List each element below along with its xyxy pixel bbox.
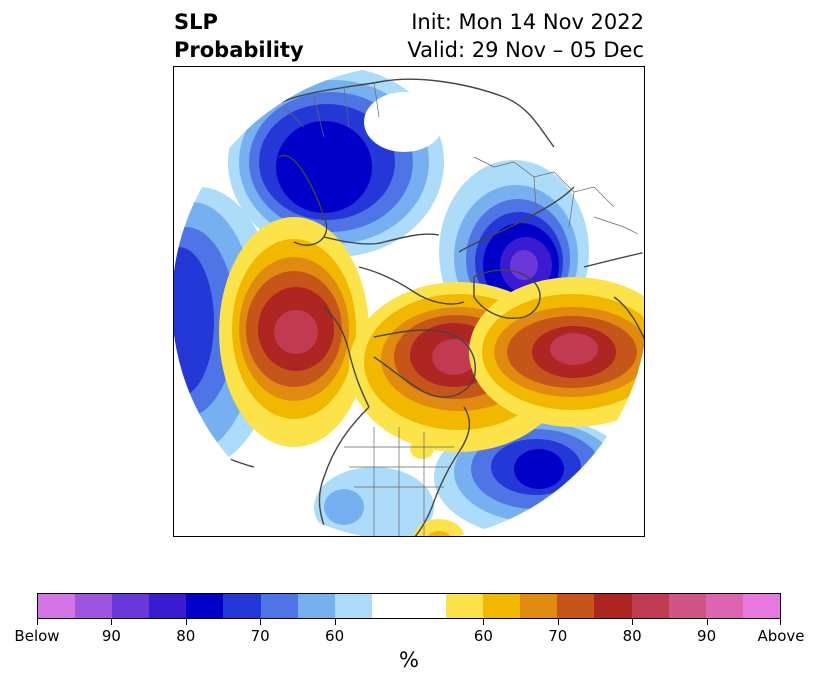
colorbar-segment [38, 594, 76, 618]
map-svg [174, 67, 644, 536]
colorbar-segment [408, 594, 447, 618]
colorbar-segment [297, 594, 335, 618]
colorbar-segment [594, 594, 632, 618]
forecast-dates: Init: Mon 14 Nov 2022 Valid: 29 Nov – 05… [407, 8, 644, 64]
colorbar-segment [668, 594, 706, 618]
colorbar-tick-label: Above [757, 627, 805, 645]
colorbar-segment [446, 594, 484, 618]
colorbar-segment [186, 594, 224, 618]
borders [283, 81, 644, 536]
colorbar-segment [260, 594, 298, 618]
colorbar-tick [334, 619, 336, 625]
colorbar-segment [334, 594, 372, 618]
colorbar-tick [185, 619, 187, 625]
colorbar-segment [631, 594, 669, 618]
colorbar-segment [705, 594, 743, 618]
colorbar-tick-label: 60 [473, 627, 493, 645]
colorbar-tick [706, 619, 708, 625]
colorbar-tick-label: Below [14, 627, 60, 645]
colorbar-tick-label: 90 [697, 627, 717, 645]
polar-map [173, 66, 645, 537]
colorbar-tick-label: 70 [250, 627, 270, 645]
colorbar-tick [483, 619, 485, 625]
chart-title: SLP Probability [174, 8, 304, 64]
colorbar-tick [780, 619, 781, 625]
colorbar-tick-label: 80 [176, 627, 196, 645]
product-label: Probability [174, 38, 304, 62]
colorbar-tick-label: 80 [622, 627, 642, 645]
colorbar-tick [557, 619, 559, 625]
above-anomaly-urals [469, 277, 644, 427]
colorbar-segment [371, 594, 409, 618]
colorbar-tick-label: 90 [101, 627, 121, 645]
colorbar-segment [520, 594, 558, 618]
colorbar-tick-label: 60 [325, 627, 345, 645]
colorbar-segment [149, 594, 187, 618]
colorbar-tick-label: 70 [548, 627, 568, 645]
colorbar-tick [111, 619, 113, 625]
colorbar-segment [742, 594, 780, 618]
colorbar-segment [112, 594, 150, 618]
colorbar-tick [37, 619, 38, 625]
coastlines [193, 78, 644, 536]
colorbar-segment [75, 594, 113, 618]
colorbar [37, 593, 781, 619]
colorbar-tick [260, 619, 262, 625]
colorbar-segment [223, 594, 261, 618]
valid-range: Valid: 29 Nov – 05 Dec [407, 38, 644, 62]
colorbar-units: % [399, 648, 419, 672]
init-date: Init: Mon 14 Nov 2022 [411, 10, 644, 34]
above-anomaly-alaska [219, 217, 369, 447]
colorbar-segment [557, 594, 595, 618]
colorbar-segment [483, 594, 521, 618]
variable-label: SLP [174, 10, 218, 34]
colorbar-tick [632, 619, 634, 625]
